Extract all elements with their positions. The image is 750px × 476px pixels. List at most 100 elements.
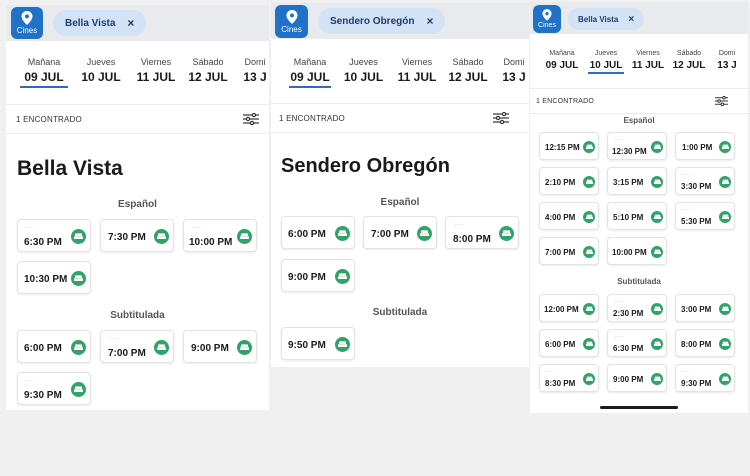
showtime-slot[interactable]: - - - - 9:30 PM xyxy=(675,364,735,392)
tab-day[interactable]: Sábado 12 JUL xyxy=(188,57,228,84)
showtime-slot[interactable]: - - - - 8:30 PM xyxy=(539,364,599,392)
chip-label: Bella Vista xyxy=(65,17,116,29)
showtime-slot[interactable]: - - - - 7:00 PM xyxy=(100,330,174,363)
tab-day[interactable]: Domi 13 J xyxy=(502,57,526,84)
cines-location-button[interactable]: Cines xyxy=(11,7,43,39)
showtime-slot[interactable]: 12:15 PM xyxy=(539,132,599,160)
cines-label: Cines xyxy=(16,26,38,35)
showtime-slot[interactable]: 7:30 PM xyxy=(100,219,174,252)
showtime-slot[interactable]: 3:00 PM xyxy=(675,294,735,322)
section-title: Subtitulada xyxy=(617,277,661,286)
seat-icon xyxy=(71,229,86,244)
cinema-filter-chip[interactable]: Bella Vista × xyxy=(568,8,645,30)
seat-icon xyxy=(583,141,595,153)
showtime-slot[interactable]: - - - - 5:30 PM xyxy=(675,202,735,230)
tab-day[interactable]: Domi 13 J xyxy=(717,50,737,71)
showtime-slot[interactable]: 3:15 PM xyxy=(607,167,667,195)
section-title: Español xyxy=(118,199,157,210)
map-pin-icon xyxy=(286,9,298,24)
showtime-slot[interactable]: 9:00 PM xyxy=(183,330,257,363)
section-title: Subtitulada xyxy=(110,310,165,321)
tab-day[interactable]: Mañana 09 JUL xyxy=(545,50,579,71)
showtime-slot[interactable]: - - - - 3:30 PM xyxy=(675,167,735,195)
tab-day[interactable]: Sábado 12 JUL xyxy=(448,57,488,84)
showtime-slot[interactable]: 6:00 PM xyxy=(281,216,355,249)
seat-icon xyxy=(719,211,731,223)
close-icon[interactable]: × xyxy=(628,13,635,25)
seat-icon xyxy=(583,373,595,385)
showtime-slot[interactable]: 8:00 PM xyxy=(675,329,735,357)
showtime-slot[interactable]: 7:00 PM xyxy=(539,237,599,265)
seat-icon xyxy=(583,303,595,315)
seat-icon xyxy=(237,340,252,355)
results-header: 1 ENCONTRADO xyxy=(271,103,529,133)
panel-bella-vista-today: Cines Bella Vista × Mañana 09 JUL Jueves… xyxy=(6,5,269,410)
showtime-slot[interactable]: 10:00 PM xyxy=(607,237,667,265)
panel-bella-vista-thursday: Cines Bella Vista × Mañana 09 JUL Jueves… xyxy=(530,2,748,413)
showtime-slot[interactable]: - - - - 10:00 PM xyxy=(183,219,257,252)
seat-icon xyxy=(71,340,86,355)
seat-icon xyxy=(719,373,731,385)
close-icon[interactable]: × xyxy=(426,14,434,28)
seat-icon xyxy=(583,246,595,258)
tab-day[interactable]: Mañana 09 JUL xyxy=(285,57,335,88)
seat-icon xyxy=(335,269,350,284)
seat-icon xyxy=(335,337,350,352)
showtime-slot[interactable]: - - - - 6:30 PM xyxy=(607,329,667,357)
showtime-slot[interactable]: - - - - 2:30 PM xyxy=(607,294,667,322)
seat-icon xyxy=(499,226,514,241)
cinema-title: Sendero Obregón xyxy=(281,155,450,177)
date-tabs: Mañana 09 JUL Jueves 10 JUL Viernes 11 J… xyxy=(285,57,529,88)
filter-sliders-icon[interactable] xyxy=(493,112,509,124)
tab-day[interactable]: Viernes 11 JUL xyxy=(136,57,176,84)
tab-day[interactable]: Domi 13 J xyxy=(243,57,267,84)
seat-icon xyxy=(71,271,86,286)
cinema-filter-chip[interactable]: Bella Vista × xyxy=(53,10,147,36)
tab-day[interactable]: Viernes 11 JUL xyxy=(631,50,665,71)
showtime-slot[interactable]: 9:00 PM xyxy=(607,364,667,392)
cinema-filter-chip[interactable]: Sendero Obregón × xyxy=(318,8,446,34)
tab-day[interactable]: Jueves 10 JUL xyxy=(81,57,121,84)
filter-sliders-icon[interactable] xyxy=(243,113,259,125)
chip-label: Bella Vista xyxy=(578,14,619,24)
showtime-slot[interactable]: 5:10 PM xyxy=(607,202,667,230)
cines-location-button[interactable]: Cines xyxy=(275,5,308,38)
results-header: 1 ENCONTRADO xyxy=(6,104,269,134)
showtime-slot[interactable]: 6:00 PM xyxy=(17,330,91,363)
tab-day[interactable]: Jueves 10 JUL xyxy=(584,50,628,74)
tab-day[interactable]: Viernes 11 JUL xyxy=(397,57,437,84)
showtime-slot[interactable]: 9:50 PM xyxy=(281,327,355,360)
seat-icon xyxy=(335,226,350,241)
seat-icon xyxy=(651,303,663,315)
seat-icon xyxy=(583,338,595,350)
filter-sliders-icon[interactable] xyxy=(715,96,728,106)
showtime-slot[interactable]: - - - - 6:30 PM xyxy=(17,219,91,252)
cines-location-button[interactable]: Cines xyxy=(533,5,561,33)
showtime-slot[interactable]: 1:00 PM xyxy=(675,132,735,160)
seat-icon xyxy=(651,246,663,258)
seat-icon xyxy=(154,229,169,244)
close-icon[interactable]: × xyxy=(127,16,135,30)
tab-day[interactable]: Sábado 12 JUL xyxy=(672,50,706,71)
seat-icon xyxy=(154,340,169,355)
tab-day[interactable]: Mañana 09 JUL xyxy=(16,57,72,88)
showtime-slot[interactable]: 9:00 PM xyxy=(281,259,355,292)
results-header: 1 ENCONTRADO xyxy=(530,88,748,114)
showtime-slot[interactable]: 10:30 PM xyxy=(17,261,91,294)
showtime-slot[interactable]: 12:00 PM xyxy=(539,294,599,322)
tab-day[interactable]: Jueves 10 JUL xyxy=(343,57,384,84)
showtime-slot[interactable]: 6:00 PM xyxy=(539,329,599,357)
seat-icon xyxy=(719,176,731,188)
showtime-slot[interactable]: - - - - 12:30 PM xyxy=(607,132,667,160)
date-tabs: Mañana 09 JUL Jueves 10 JUL Viernes 11 J… xyxy=(16,57,269,88)
cines-label: Cines xyxy=(281,24,302,34)
showtime-slot[interactable]: 2:10 PM xyxy=(539,167,599,195)
showtime-slot[interactable]: 4:00 PM xyxy=(539,202,599,230)
showtime-slot[interactable]: - - - - 9:30 PM xyxy=(17,372,91,405)
seat-icon xyxy=(719,141,731,153)
map-pin-icon xyxy=(542,9,552,21)
map-pin-icon xyxy=(21,11,33,25)
seat-icon xyxy=(583,176,595,188)
showtime-slot[interactable]: 7:00 PM xyxy=(363,216,437,249)
showtime-slot[interactable]: - - - - 8:00 PM xyxy=(445,216,519,249)
